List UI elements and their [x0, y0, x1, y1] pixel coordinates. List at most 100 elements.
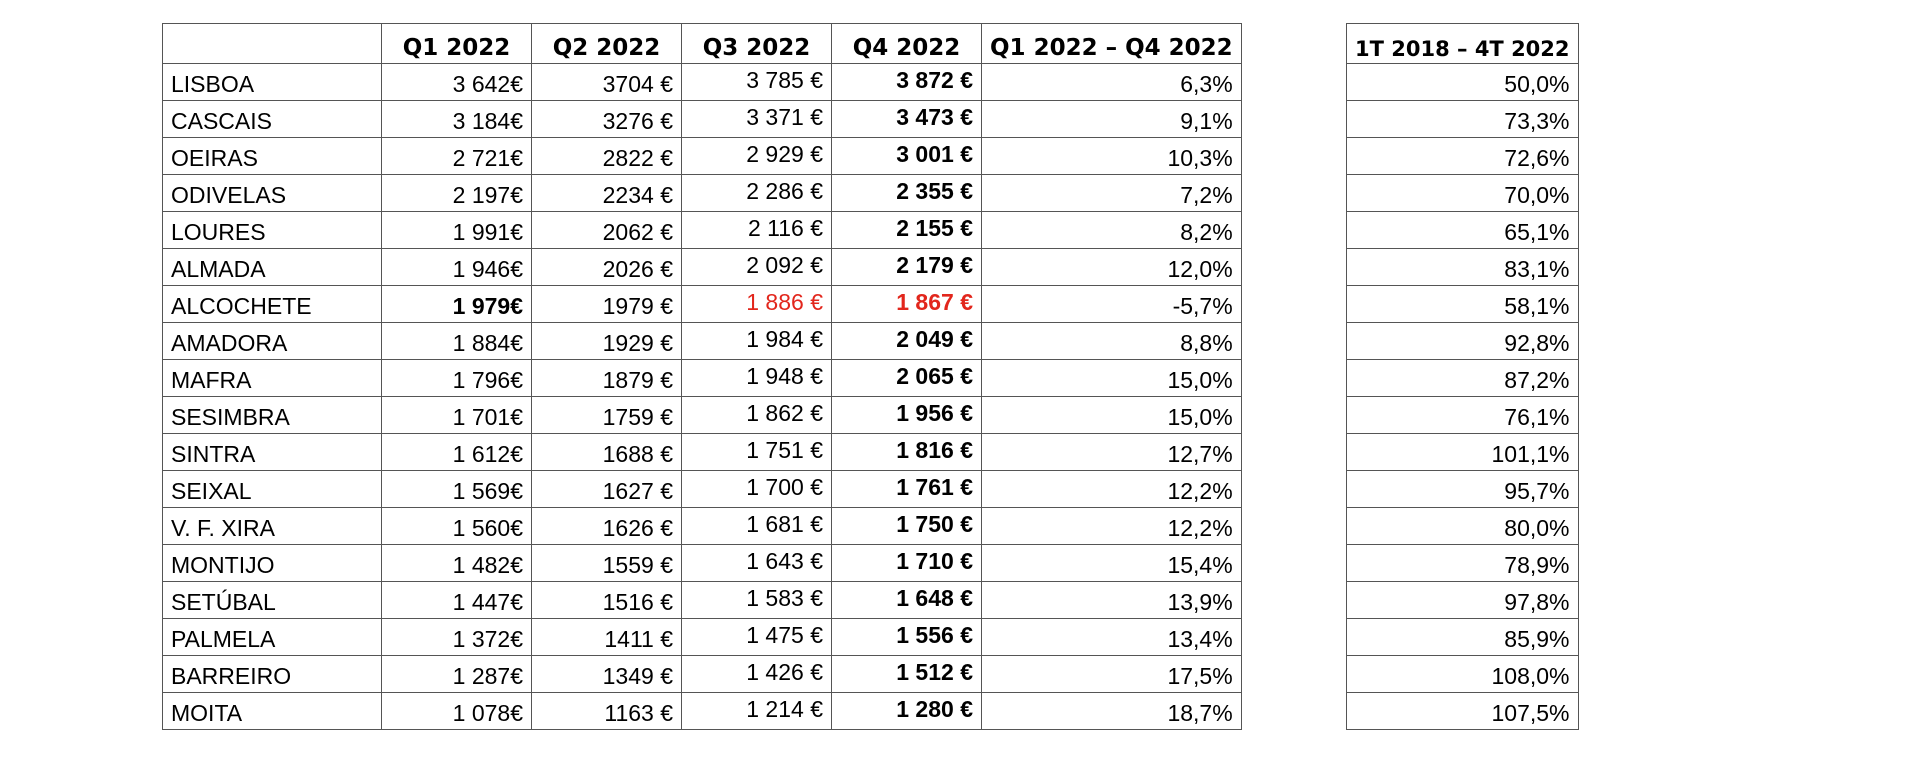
table-row: AMADORA 1 884€ 1929 €1 984 €2 049 €8,8%	[162, 322, 1242, 360]
header-q1: Q1 2022	[381, 23, 532, 64]
growth-header-row: 1T 2018 – 4T 2022	[1346, 23, 1579, 64]
table-row: LOURES 1 991€ 2062 €2 116 €2 155 €8,2%	[162, 211, 1242, 249]
cell-growth: 83,1%	[1346, 248, 1579, 286]
cell-q2: 1163 €	[531, 692, 682, 730]
cell-q1: 1 482€	[381, 544, 532, 582]
cell-growth: 107,5%	[1346, 692, 1579, 730]
cell-q1: 1 078€	[381, 692, 532, 730]
cell-q3: 1 643 €	[681, 544, 832, 582]
cell-change: 9,1%	[981, 100, 1242, 138]
table-row: LISBOA 3 642€ 3704 €3 785 €3 872 €6,3%	[162, 63, 1242, 101]
cell-change: 7,2%	[981, 174, 1242, 212]
table-row: ALCOCHETE 1 979€ 1979 €1 886 €1 867 € -5,7%	[162, 285, 1242, 323]
cell-city: BARREIRO	[162, 655, 382, 693]
cell-q4: 3 001 €	[831, 137, 982, 175]
cell-city: V. F. XIRA	[162, 507, 382, 545]
cell-growth: 87,2%	[1346, 359, 1579, 397]
table-row: ALMADA 1 946€ 2026 €2 092 €2 179 €12,0%	[162, 248, 1242, 286]
cell-q1: 2 197€	[381, 174, 532, 212]
cell-change: 12,0%	[981, 248, 1242, 286]
growth-row: 83,1%	[1346, 248, 1579, 286]
cell-q1: 1 796€	[381, 359, 532, 397]
cell-change: 10,3%	[981, 137, 1242, 175]
cell-growth: 70,0%	[1346, 174, 1579, 212]
cell-change: 17,5%	[981, 655, 1242, 693]
cell-change: 15,0%	[981, 359, 1242, 397]
cell-q2: 3276 €	[531, 100, 682, 138]
header-q4: Q4 2022	[831, 23, 982, 64]
cell-city: ALMADA	[162, 248, 382, 286]
cell-city: SEIXAL	[162, 470, 382, 508]
cell-change: 8,2%	[981, 211, 1242, 249]
table-row: CASCAIS 3 184€ 3276 €3 371 €3 473 €9,1%	[162, 100, 1242, 138]
table-row: V. F. XIRA 1 560€ 1626 €1 681 €1 750 €12,2…	[162, 507, 1242, 545]
cell-q1: 1 560€	[381, 507, 532, 545]
cell-q2: 1929 €	[531, 322, 682, 360]
growth-row: 58,1%	[1346, 285, 1579, 323]
cell-q3: 2 929 €	[681, 137, 832, 175]
cell-q4: 2 155 €	[831, 211, 982, 249]
growth-row: 107,5%	[1346, 692, 1579, 730]
cell-q1: 2 721€	[381, 137, 532, 175]
cell-q4: 1 750 €	[831, 507, 982, 545]
cell-q4: 1 648 €	[831, 581, 982, 619]
table-row: SESIMBRA 1 701€ 1759 €1 862 €1 956 €15,0%	[162, 396, 1242, 434]
cell-q4: 3 473 €	[831, 100, 982, 138]
cell-city: MONTIJO	[162, 544, 382, 582]
cell-q4: 1 280 €	[831, 692, 982, 730]
cell-city: SESIMBRA	[162, 396, 382, 434]
cell-q1: 1 612€	[381, 433, 532, 471]
header-change: Q1 2022 – Q4 2022	[981, 23, 1242, 64]
cell-growth: 108,0%	[1346, 655, 1579, 693]
growth-row: 50,0%	[1346, 63, 1579, 101]
cell-city: ODIVELAS	[162, 174, 382, 212]
cell-q1: 1 946€	[381, 248, 532, 286]
cell-q1: 1 287€	[381, 655, 532, 693]
cell-q1: 3 184€	[381, 100, 532, 138]
table-body: LISBOA 3 642€ 3704 €3 785 €3 872 €6,3% CASC…	[162, 63, 1242, 730]
cell-q4: 1 556 €	[831, 618, 982, 656]
cell-q3: 3 371 €	[681, 100, 832, 138]
growth-row: 78,9%	[1346, 544, 1579, 582]
cell-city: SINTRA	[162, 433, 382, 471]
cell-q3: 1 862 €	[681, 396, 832, 434]
cell-q4: 1 512 €	[831, 655, 982, 693]
cell-q1: 1 569€	[381, 470, 532, 508]
cell-q4: 1 710 €	[831, 544, 982, 582]
cell-q2: 2062 €	[531, 211, 682, 249]
cell-q3: 2 116 €	[681, 211, 832, 249]
cell-change: 15,0%	[981, 396, 1242, 434]
cell-growth: 65,1%	[1346, 211, 1579, 249]
cell-q2: 1559 €	[531, 544, 682, 582]
cell-city: MOITA	[162, 692, 382, 730]
cell-q3: 3 785 €	[681, 63, 832, 101]
cell-q3: 2 092 €	[681, 248, 832, 286]
growth-row: 85,9%	[1346, 618, 1579, 656]
cell-q4: 2 065 €	[831, 359, 982, 397]
cell-change: -5,7%	[981, 285, 1242, 323]
growth-row: 92,8%	[1346, 322, 1579, 360]
cell-change: 12,7%	[981, 433, 1242, 471]
cell-growth: 97,8%	[1346, 581, 1579, 619]
cell-growth: 50,0%	[1346, 63, 1579, 101]
cell-change: 12,2%	[981, 470, 1242, 508]
header-city	[162, 23, 382, 64]
cell-q1: 1 979€	[381, 285, 532, 323]
cell-q3: 1 984 €	[681, 322, 832, 360]
growth-table: 1T 2018 – 4T 2022 50,0% 73,3% 72,6% 70,0% 65…	[1346, 23, 1579, 730]
table-row: SINTRA 1 612€ 1688 €1 751 €1 816 €12,7%	[162, 433, 1242, 471]
cell-q4: 1 816 €	[831, 433, 982, 471]
cell-change: 18,7%	[981, 692, 1242, 730]
cell-q3: 1 475 €	[681, 618, 832, 656]
table-row: BARREIRO 1 287€ 1349 €1 426 €1 512 €17,5%	[162, 655, 1242, 693]
table-header-row: Q1 2022 Q2 2022 Q3 2022 Q4 2022 Q1 2022 …	[162, 23, 1242, 64]
cell-q2: 1411 €	[531, 618, 682, 656]
cell-city: OEIRAS	[162, 137, 382, 175]
cell-change: 13,9%	[981, 581, 1242, 619]
growth-row: 70,0%	[1346, 174, 1579, 212]
growth-row: 73,3%	[1346, 100, 1579, 138]
cell-city: CASCAIS	[162, 100, 382, 138]
cell-q2: 1626 €	[531, 507, 682, 545]
cell-q4: 2 355 €	[831, 174, 982, 212]
table-row: MONTIJO 1 482€ 1559 €1 643 €1 710 €15,4%	[162, 544, 1242, 582]
